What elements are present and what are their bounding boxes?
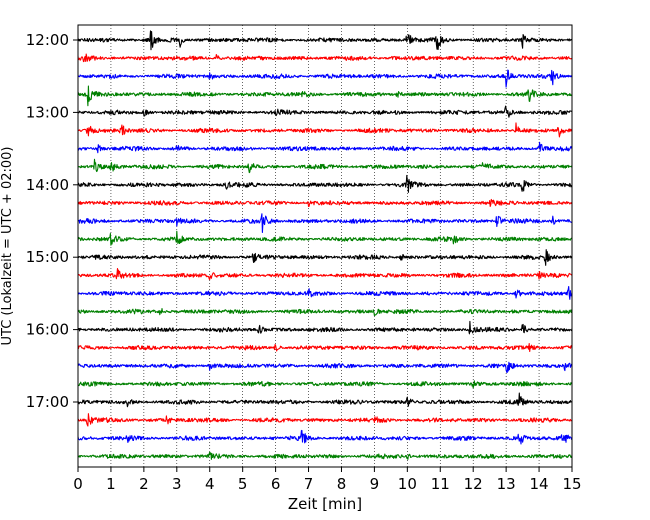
trace-line xyxy=(77,85,573,107)
x-tick-label: 2 xyxy=(139,475,149,493)
trace-line xyxy=(77,105,573,118)
trace-line xyxy=(77,380,573,389)
trace-line xyxy=(77,361,573,373)
x-tick-label: 10 xyxy=(398,475,417,493)
trace-line xyxy=(77,343,573,353)
trace-line xyxy=(77,174,573,193)
x-tick-label: 0 xyxy=(73,475,83,493)
trace-line xyxy=(77,392,573,408)
y-axis: 12:00 13:00 14:00 15:00 16:00 17:00 xyxy=(26,31,78,411)
y-tick-label: 15:00 xyxy=(26,248,69,266)
x-tick-label: 4 xyxy=(205,475,215,493)
trace-line xyxy=(77,158,573,174)
x-tick-label: 6 xyxy=(271,475,281,493)
x-tick-label: 7 xyxy=(304,475,314,493)
x-tick-label: 1 xyxy=(106,475,116,493)
x-tick-label: 12 xyxy=(464,475,483,493)
trace-line xyxy=(77,230,573,246)
y-tick-label: 17:00 xyxy=(26,393,69,411)
x-tick-label: 11 xyxy=(431,475,450,493)
trace-line xyxy=(77,53,573,63)
trace-line xyxy=(77,198,573,208)
x-axis: 0 1 2 3 4 5 6 7 8 9 10 11 12 13 14 15 xyxy=(73,467,582,493)
y-tick-label: 12:00 xyxy=(26,31,69,49)
x-tick-label: 5 xyxy=(238,475,248,493)
y-tick-label: 14:00 xyxy=(26,176,69,194)
x-tick-label: 9 xyxy=(370,475,380,493)
y-tick-label: 16:00 xyxy=(26,321,69,339)
trace-line xyxy=(77,308,573,317)
trace-line xyxy=(77,249,573,266)
x-tick-label: 13 xyxy=(497,475,516,493)
trace-line xyxy=(77,429,573,445)
x-tick-label: 3 xyxy=(172,475,182,493)
trace-line xyxy=(77,413,573,427)
plot-frame xyxy=(78,25,572,467)
trace-line xyxy=(77,213,573,234)
x-tick-label: 14 xyxy=(530,475,549,493)
trace-line xyxy=(77,69,573,88)
x-tick-label: 8 xyxy=(337,475,347,493)
traces xyxy=(77,30,573,460)
trace-line xyxy=(77,320,573,335)
y-axis-label: UTC (Lokalzeit = UTC + 02:00) xyxy=(0,147,15,346)
trace-line xyxy=(77,285,573,300)
plot-border xyxy=(77,24,573,468)
y-tick-label: 13:00 xyxy=(26,103,69,121)
trace-line xyxy=(77,122,573,138)
trace-line xyxy=(77,30,573,51)
x-tick-label: 15 xyxy=(562,475,581,493)
trace-line xyxy=(77,141,573,154)
trace-line xyxy=(77,267,573,281)
trace-line xyxy=(77,451,573,460)
x-axis-label: Zeit [min] xyxy=(288,495,362,513)
